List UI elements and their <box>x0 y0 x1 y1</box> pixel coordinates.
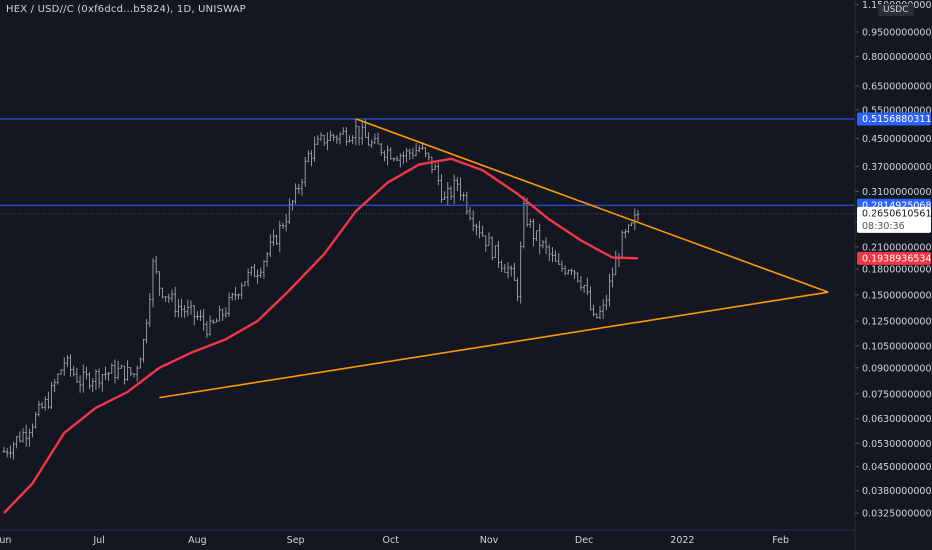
time-axis-tick-label: Dec <box>575 535 593 546</box>
price-axis-tick-label: 0.8000000000 <box>862 52 932 63</box>
price-axis-tick-label: 0.0380000000 <box>862 486 932 497</box>
price-axis-tick-label: 0.0450000000 <box>862 462 932 473</box>
price-axis-tick-label: 0.6500000000 <box>862 82 932 93</box>
trendlines-layer <box>159 118 829 399</box>
price-label-value: 0.5156880311 <box>862 114 932 125</box>
price-axis-tick-label: 0.3700000000 <box>862 162 932 173</box>
bar-countdown: 08:30:36 <box>862 221 905 232</box>
price-axis-tick-label: 0.1250000000 <box>862 316 932 327</box>
price-axis-tick-label: 0.1800000000 <box>862 265 932 276</box>
price-label-value: 0.2814925068 <box>862 200 932 211</box>
currency-unit-badge[interactable]: USDC <box>878 4 914 16</box>
price-axis-tick-label: 0.0900000000 <box>862 363 932 374</box>
candles-layer <box>2 118 640 460</box>
price-label-box <box>857 251 931 265</box>
price-label-box <box>857 206 931 233</box>
time-axis-tick-label: Nov <box>480 535 499 546</box>
price-label-value: 0.2650610561 <box>862 208 932 219</box>
moving-average-layer <box>3 157 639 514</box>
chart-title: HEX / USD//C (0xf6dcd...b5824), 1D, UNIS… <box>6 4 246 15</box>
time-axis-tick-label: Jul <box>92 535 104 546</box>
price-axis-tick-label: 0.5500000000 <box>862 105 932 116</box>
price-axis-tick-label: 0.4500000000 <box>862 134 932 145</box>
price-axis-tick-label: 0.0325000000 <box>862 508 932 519</box>
time-axis-tick-label: Sep <box>287 535 305 546</box>
price-axis-tick-label: 0.1050000000 <box>862 341 932 352</box>
time-axis[interactable]: Jun Jul Aug Sep Oct Nov Dec 2022 Feb <box>0 535 789 546</box>
moving-average-line <box>3 157 639 514</box>
price-axis-tick-label: 0.1500000000 <box>862 291 932 302</box>
price-axis-tick-label: 0.3100000000 <box>862 187 932 198</box>
price-axis-tick-label: 0.9500000000 <box>862 27 932 38</box>
time-axis-tick-label: Feb <box>772 535 789 546</box>
horizontal-lines-layer <box>0 118 855 215</box>
price-axis-tick-label: 0.0530000000 <box>862 439 932 450</box>
price-axis-tick-label: 0.0750000000 <box>862 389 932 400</box>
time-axis-tick-label: Oct <box>383 535 400 546</box>
time-axis-tick-label: Aug <box>188 535 207 546</box>
triangle-trendline <box>355 118 829 293</box>
time-axis-tick-label: 2022 <box>670 535 694 546</box>
price-label-box <box>857 112 931 126</box>
triangle-trendline <box>159 291 829 399</box>
time-axis-tick-label: Jun <box>0 535 11 546</box>
price-axis-tick-label: 0.2100000000 <box>862 243 932 254</box>
price-axis-tick-label: 0.0630000000 <box>862 414 932 425</box>
price-label-value: 0.1938936534 <box>862 253 932 264</box>
